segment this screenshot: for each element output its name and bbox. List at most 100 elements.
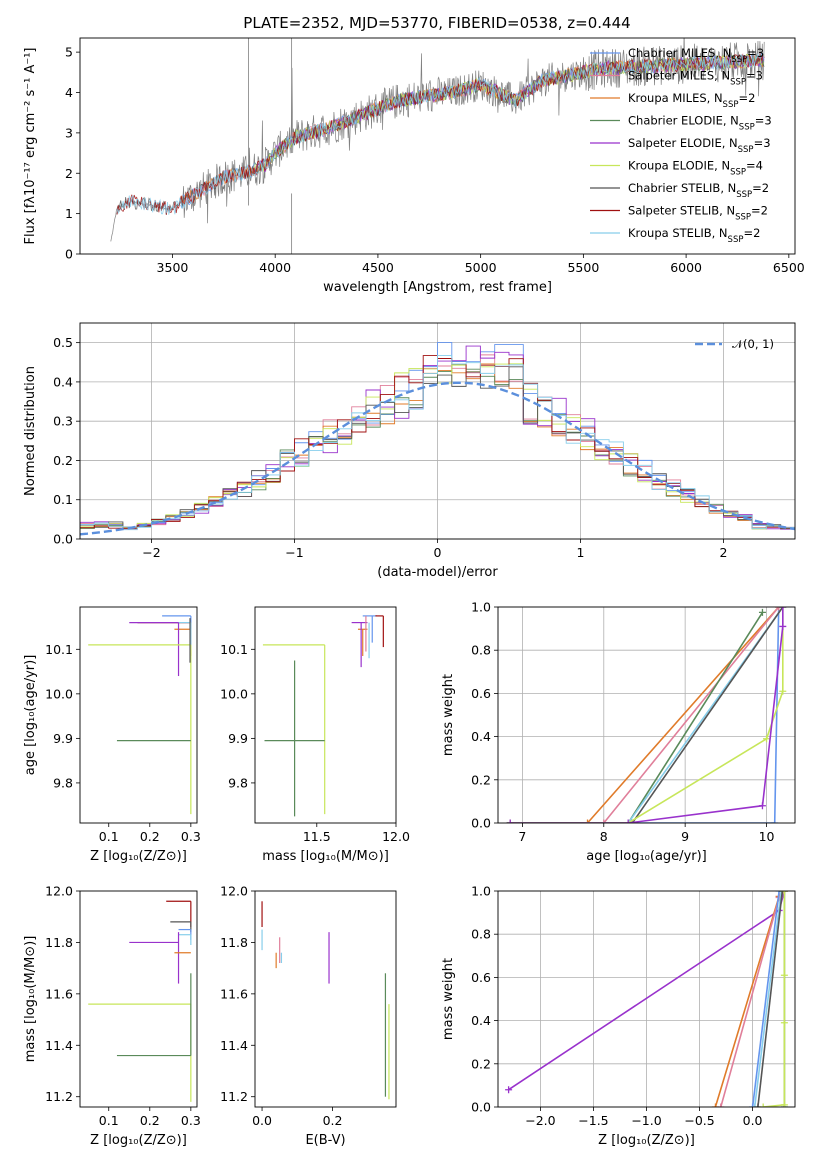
y-tick-label: 0.0 — [53, 532, 73, 547]
y-tick-label: 0.2 — [53, 453, 73, 468]
y-tick-label: 11.4 — [220, 1038, 248, 1053]
x-tick-label: 0 — [434, 545, 442, 560]
weight-point-marker — [506, 819, 514, 823]
age_vs_Z-plot-area — [88, 615, 192, 815]
y-axis-label: mass weight — [441, 958, 456, 1040]
residuals-axes: −2 −1 0 1 2 0.0 0.1 0.2 0.3 0.4 0.5 (data-model)/er… — [23, 322, 796, 580]
legend-entry: Salpeter STELIB, NSSP=2 — [628, 204, 768, 223]
weight-point-marker — [754, 1103, 762, 1107]
weight-point-marker — [758, 802, 766, 810]
age_vs_mass-plot-area — [262, 615, 384, 817]
x-tick-label: −1.5 — [578, 1113, 608, 1128]
weight-point-marker — [780, 971, 788, 979]
y-tick-label: 0.6 — [471, 970, 491, 985]
y-tick-label: 5 — [65, 45, 73, 60]
y-tick-label: 0.2 — [471, 772, 491, 787]
x-tick-label: 5500 — [567, 260, 599, 275]
y-tick-label: 9.8 — [53, 775, 73, 790]
y-tick-label: 1 — [65, 206, 73, 221]
weight-point-marker — [780, 891, 788, 895]
y-tick-label: 11.6 — [45, 986, 73, 1001]
x-tick-label: −2.0 — [525, 1113, 555, 1128]
normal-reference-curve — [80, 381, 795, 536]
y-tick-label: 0 — [65, 247, 73, 262]
y-tick-label: 0.8 — [471, 927, 491, 942]
axes-frame — [79, 37, 796, 255]
x-tick-label: 1 — [577, 545, 585, 560]
y-tick-label: 0.6 — [471, 686, 491, 701]
y-tick-label: 0.2 — [471, 1056, 491, 1071]
legend-entry: Kroupa ELODIE, NSSP=4 — [628, 159, 763, 178]
x-tick-label: −1 — [285, 545, 303, 560]
weight_vs_age-plot-area — [506, 607, 787, 823]
y-tick-label: 10.1 — [45, 642, 73, 657]
x-tick-label: −1.0 — [631, 1113, 661, 1128]
x-tick-label: 0.2 — [323, 1113, 343, 1128]
cumulative-weight-line — [510, 607, 784, 823]
legend-entry: Salpeter ELODIE, NSSP=3 — [628, 136, 771, 155]
y-tick-label: 0.3 — [53, 414, 73, 429]
y-tick-label: 10.0 — [220, 686, 248, 701]
cumulative-weight-line — [510, 611, 764, 823]
y-axis-label: Normed distribution — [23, 366, 38, 496]
y-axis-label: Flux [fλ10⁻¹⁷ erg cm⁻² s⁻¹ A⁻¹] — [23, 48, 38, 245]
y-tick-label: 12.0 — [45, 884, 73, 899]
legend-entry: Kroupa STELIB, NSSP=2 — [628, 226, 760, 245]
x-tick-label: 6500 — [773, 260, 805, 275]
x-axis-label: wavelength [Angstrom, rest frame] — [323, 280, 552, 295]
x-tick-label: 4500 — [362, 260, 394, 275]
weight-point-marker — [759, 1103, 767, 1107]
y-tick-label: 11.2 — [220, 1089, 248, 1104]
weight-point-marker — [779, 622, 787, 630]
weight-point-marker — [758, 608, 766, 616]
axes-frame — [79, 322, 796, 540]
x-tick-label: −2 — [142, 545, 160, 560]
spectrum-plot-area — [110, 38, 765, 254]
cumulative-weight-line — [510, 607, 780, 823]
mass_vs_ebv-axes: 0.0 0.2 11.2 11.4 11.6 11.8 12.0 E(B-V) — [220, 884, 397, 1148]
y-tick-label: 9.9 — [228, 731, 248, 746]
cumulative-weight-line — [751, 891, 780, 1107]
x-tick-label: 4000 — [259, 260, 291, 275]
weight_vs_age-axes: 7 8 9 10 0.0 0.2 0.4 0.6 0.8 1.0 age [log₁₀(age/yr… — [441, 600, 796, 864]
cumulative-weight-line — [753, 891, 782, 1107]
y-tick-label: 0.5 — [53, 335, 73, 350]
age_vs_mass-axes: 11.5 12.0 9.8 9.9 10.0 10.1 mass [log₁₀(M/M⊙)] — [220, 606, 410, 864]
y-tick-label: 0.1 — [53, 492, 73, 507]
weight-point-marker — [771, 819, 779, 823]
weight-point-marker — [777, 891, 785, 895]
weight-point-marker — [779, 687, 787, 695]
y-tick-label: 11.4 — [45, 1038, 73, 1053]
weight-point-marker — [780, 1101, 788, 1107]
x-axis-label: mass [log₁₀(M/M⊙)] — [262, 849, 389, 864]
cumulative-weight-line — [510, 607, 780, 823]
y-tick-label: 11.8 — [220, 935, 248, 950]
weight-point-marker — [780, 1019, 788, 1027]
y-tick-label: 0.0 — [471, 816, 491, 831]
axes-frame — [79, 890, 198, 1108]
residuals-plot-area — [80, 342, 795, 539]
weight-point-marker — [717, 1103, 725, 1107]
spectrum-axes: 3500 4000 4500 5000 5500 6000 6500 0 1 2 3 4 5 wavele… — [23, 37, 805, 295]
y-tick-label: 0.4 — [53, 374, 73, 389]
weight-point-marker — [751, 1103, 759, 1107]
x-axis-label: Z [log₁₀(Z/Z⊙)] — [598, 1133, 695, 1148]
x-tick-label: 0.3 — [181, 1113, 201, 1128]
axes-frame — [497, 890, 796, 1108]
weight-point-marker — [600, 819, 608, 823]
x-tick-label: 0.2 — [140, 829, 160, 844]
y-tick-label: 11.6 — [220, 986, 248, 1001]
x-axis-label: (data-model)/error — [377, 565, 498, 580]
y-tick-label: 9.8 — [228, 775, 248, 790]
y-tick-label: 0.4 — [471, 729, 491, 744]
y-tick-label: 0.0 — [471, 1100, 491, 1115]
x-tick-label: 6000 — [670, 260, 702, 275]
cumulative-weight-line — [510, 607, 784, 823]
x-axis-label: Z [log₁₀(Z/Z⊙)] — [90, 849, 187, 864]
x-tick-label: −0.5 — [684, 1113, 714, 1128]
figure-title: PLATE=2352, MJD=53770, FIBERID=0538, z=0… — [243, 14, 630, 32]
x-axis-label: Z [log₁₀(Z/Z⊙)] — [90, 1133, 187, 1148]
x-tick-label: 11.5 — [303, 829, 331, 844]
weight-point-marker — [749, 1103, 757, 1107]
